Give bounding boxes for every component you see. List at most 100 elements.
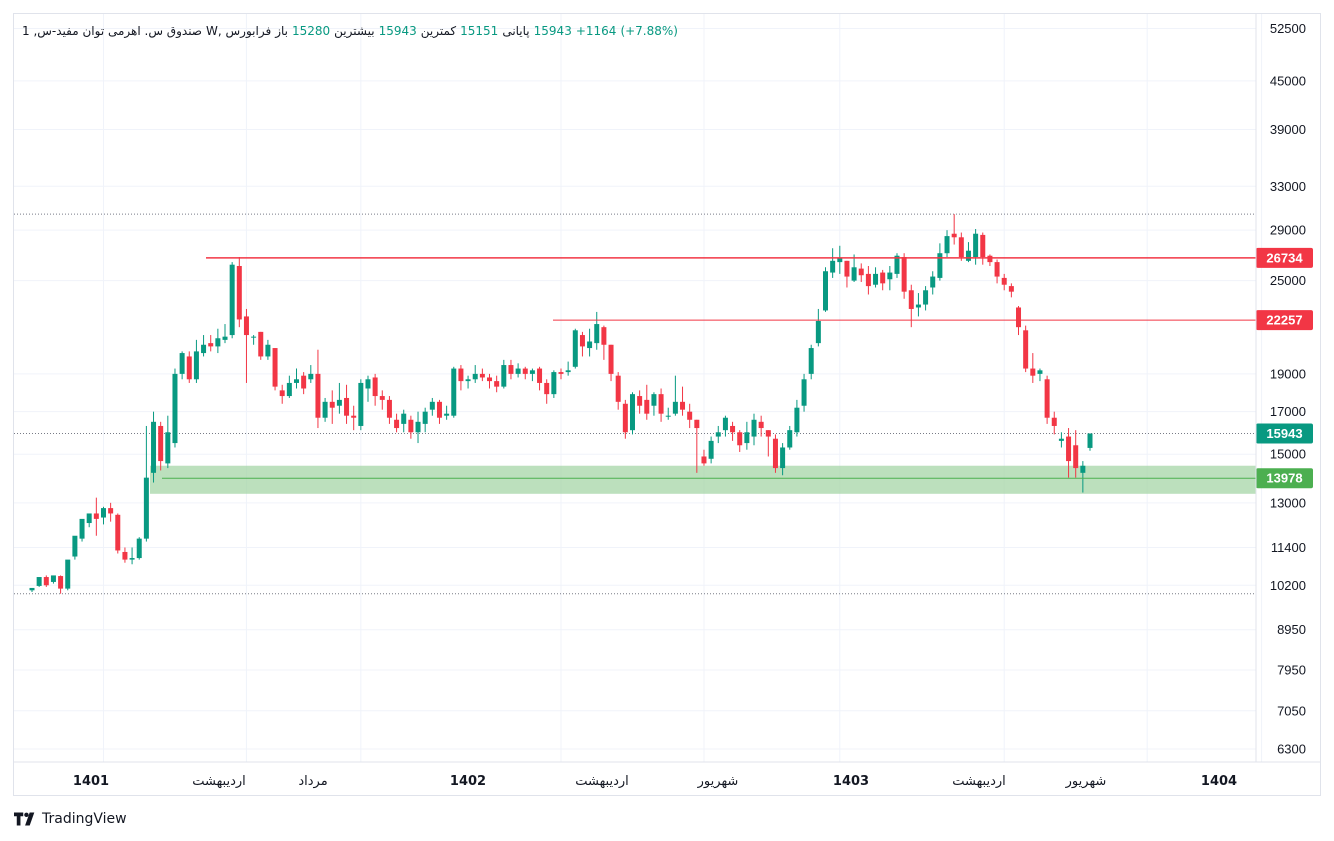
legend-close-label: پایانی: [502, 24, 530, 38]
candle-down: [479, 373, 485, 378]
candle-up: [72, 535, 78, 557]
legend-change: +1164: [575, 24, 617, 38]
candle-down: [43, 577, 49, 586]
candle-up: [136, 538, 142, 559]
candle-down: [687, 411, 693, 420]
candle-up: [780, 447, 786, 469]
candle-up: [594, 324, 600, 344]
candle-down: [279, 390, 285, 397]
y-tick-label: 33000: [1270, 179, 1306, 194]
y-tick-label: 13000: [1270, 495, 1306, 510]
candle-up: [715, 432, 721, 437]
candle-up: [1058, 438, 1064, 441]
legend-change-pct: (+7.88%): [620, 24, 678, 38]
candle-up: [215, 338, 221, 347]
candle-down: [901, 256, 907, 292]
candle-up: [429, 401, 435, 410]
y-tick-label: 15000: [1270, 447, 1306, 462]
candle-down: [1016, 307, 1022, 328]
candle-up: [1080, 465, 1086, 473]
x-tick-label: 1403: [833, 774, 869, 789]
candle-down: [301, 375, 307, 389]
candle-down: [765, 430, 771, 437]
candle-up: [415, 421, 421, 433]
candle-down: [344, 397, 350, 416]
candle-up: [815, 320, 821, 344]
y-tick-label: 25000: [1270, 273, 1306, 288]
candle-up: [336, 399, 342, 406]
resistance-level-label: 22257: [1266, 313, 1302, 328]
candle-down: [258, 331, 264, 357]
candle-up: [794, 407, 800, 433]
candle-down: [115, 514, 121, 551]
candle-up: [294, 379, 299, 383]
candle-down: [1073, 445, 1079, 469]
support-level-label: 13978: [1266, 471, 1302, 486]
candle-up: [572, 330, 578, 367]
candle-up: [151, 421, 157, 473]
candle-up: [722, 417, 728, 431]
candle-up: [358, 382, 364, 426]
y-tick-label: 7050: [1277, 703, 1306, 718]
candle-up: [422, 411, 428, 424]
y-tick-label: 29000: [1270, 223, 1306, 238]
candle-up: [36, 577, 42, 586]
candle-up: [830, 260, 836, 273]
x-tick-label: 1401: [73, 774, 109, 789]
candle-up: [565, 370, 571, 373]
resistance-level-label-bg: [1256, 310, 1313, 331]
y-tick-label: 7950: [1277, 662, 1306, 677]
candle-up: [50, 575, 56, 582]
candle-up: [587, 341, 593, 349]
tradingview-brand[interactable]: TradingView: [14, 811, 127, 827]
candle-down: [1001, 277, 1007, 285]
candle-down: [1030, 368, 1036, 376]
legend-high-label: بیشترین: [334, 24, 375, 38]
candle-down: [1008, 286, 1014, 292]
candle-down: [158, 425, 164, 462]
support-zone: [150, 465, 1256, 494]
candle-up: [708, 440, 714, 459]
candle-down: [858, 268, 864, 276]
candle-up: [1037, 370, 1043, 374]
candle-down: [579, 335, 585, 347]
candle-up: [193, 351, 199, 380]
candle-up: [665, 415, 671, 417]
candle-up: [787, 430, 793, 448]
candle-up: [930, 276, 936, 288]
candle-down: [880, 272, 886, 284]
x-tick-label: اردیبهشت: [192, 774, 246, 789]
legend-high: 15943: [378, 24, 417, 38]
candle-down: [544, 382, 550, 395]
y-tick-label: 19000: [1270, 366, 1306, 381]
candle-up: [651, 394, 657, 406]
candle-up: [915, 304, 921, 308]
candle-up: [222, 336, 228, 340]
candle-down: [730, 425, 736, 433]
legend-symbol: صندوق س. اهرمی توان مفید-س, 1: [22, 24, 202, 38]
chart-frame[interactable]: [13, 13, 1321, 796]
candle-up: [965, 250, 971, 261]
candle-down: [865, 273, 871, 287]
candle-up: [944, 236, 950, 254]
y-tick-label: 11400: [1271, 540, 1306, 555]
candle-down: [494, 381, 500, 387]
candle-down: [644, 399, 650, 414]
x-tick-label: مرداد: [298, 774, 327, 789]
candle-up: [923, 290, 929, 305]
candle-down: [908, 290, 914, 309]
candle-up: [672, 401, 678, 414]
y-tick-label: 17000: [1270, 404, 1306, 419]
candle-down: [951, 233, 957, 238]
candle-up: [451, 368, 457, 416]
candle-up: [401, 413, 407, 424]
candle-up: [179, 353, 185, 374]
candle-down: [394, 419, 400, 429]
candle-up: [823, 271, 828, 311]
candle-up: [265, 344, 271, 357]
candle-down: [408, 419, 414, 433]
candle-down: [772, 438, 778, 469]
candle-down: [372, 377, 378, 397]
candle-up: [937, 253, 943, 278]
